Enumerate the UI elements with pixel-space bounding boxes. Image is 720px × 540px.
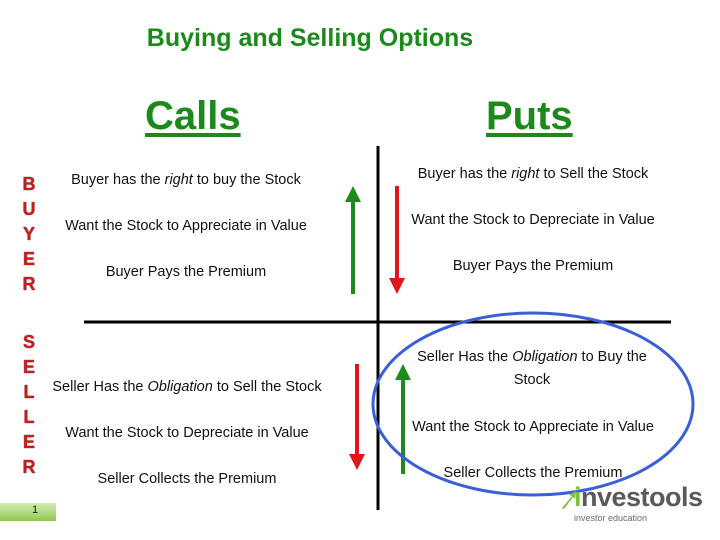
text-segment: Buyer has the bbox=[71, 172, 165, 188]
text-segment: Seller Has the bbox=[52, 379, 148, 395]
buyer-letter: B bbox=[22, 174, 36, 194]
slide-title: Buying and Selling Options bbox=[146, 24, 474, 52]
footer-bar bbox=[0, 503, 56, 521]
buyer-puts-premium-text: Buyer Pays the Premium bbox=[452, 258, 614, 274]
seller-letter: L bbox=[23, 407, 35, 427]
buyer-puts-right-text: Buyer has the right to Sell the Stock bbox=[392, 166, 674, 182]
seller-puts-appreciate-text: Want the Stock to Appreciate in Value bbox=[412, 419, 654, 435]
seller-calls-obligation-text: Seller Has the Obligation to Sell the St… bbox=[32, 379, 342, 395]
highlight-circle bbox=[371, 311, 695, 497]
buyer-calls-premium-text: Buyer Pays the Premium bbox=[105, 264, 267, 280]
buyer-letter: R bbox=[22, 274, 36, 294]
page-number: 1 bbox=[32, 504, 39, 516]
buyer-calls-appreciate-text: Want the Stock to Appreciate in Value bbox=[65, 218, 307, 234]
text-segment: Seller Has the bbox=[417, 349, 513, 365]
seller-calls-premium-text: Seller Collects the Premium bbox=[97, 471, 277, 487]
seller-letter: E bbox=[22, 357, 35, 377]
buyer-letter: E bbox=[22, 249, 35, 269]
text-segment: to Sell the Stock bbox=[539, 166, 649, 182]
text-segment: Buyer has the bbox=[417, 166, 512, 182]
investools-logo: investools bbox=[574, 482, 703, 513]
emphasis-text: Obligation bbox=[512, 349, 578, 365]
seller-puts-obligation-text: Seller Has the Obligation to Buy the Sto… bbox=[412, 346, 652, 392]
buyer-calls-right-text: Buyer has the right to buy the Stock bbox=[40, 172, 332, 188]
puts-heading: Puts bbox=[486, 94, 573, 138]
logo-arrow-icon bbox=[562, 491, 576, 509]
seller-letter: R bbox=[22, 457, 36, 477]
logo-name: nvestools bbox=[581, 482, 703, 512]
text-segment: to Buy the Stock bbox=[513, 349, 647, 388]
buyer-puts-depreciate-text: Want the Stock to Depreciate in Value bbox=[411, 212, 655, 228]
buyer-letter: U bbox=[22, 199, 36, 219]
seller-calls-depreciate-text: Want the Stock to Depreciate in Value bbox=[65, 425, 309, 441]
logo-prefix: i bbox=[574, 482, 582, 512]
seller-vertical-label: S E L L E R bbox=[18, 330, 40, 480]
logo-tagline: investor education bbox=[574, 513, 648, 523]
calls-heading: Calls bbox=[145, 94, 241, 138]
seller-letter: S bbox=[22, 332, 35, 352]
buyer-vertical-label: B U Y E R bbox=[18, 172, 40, 297]
text-segment: to buy the Stock bbox=[192, 172, 301, 188]
emphasis-text: Obligation bbox=[147, 379, 213, 395]
buyer-letter: Y bbox=[22, 224, 35, 244]
text-segment: to Sell the Stock bbox=[212, 379, 322, 395]
seller-puts-premium-text: Seller Collects the Premium bbox=[443, 465, 623, 481]
emphasis-text: right bbox=[164, 172, 193, 188]
seller-letter: E bbox=[22, 432, 35, 452]
seller-letter: L bbox=[23, 382, 35, 402]
emphasis-text: right bbox=[511, 166, 540, 182]
